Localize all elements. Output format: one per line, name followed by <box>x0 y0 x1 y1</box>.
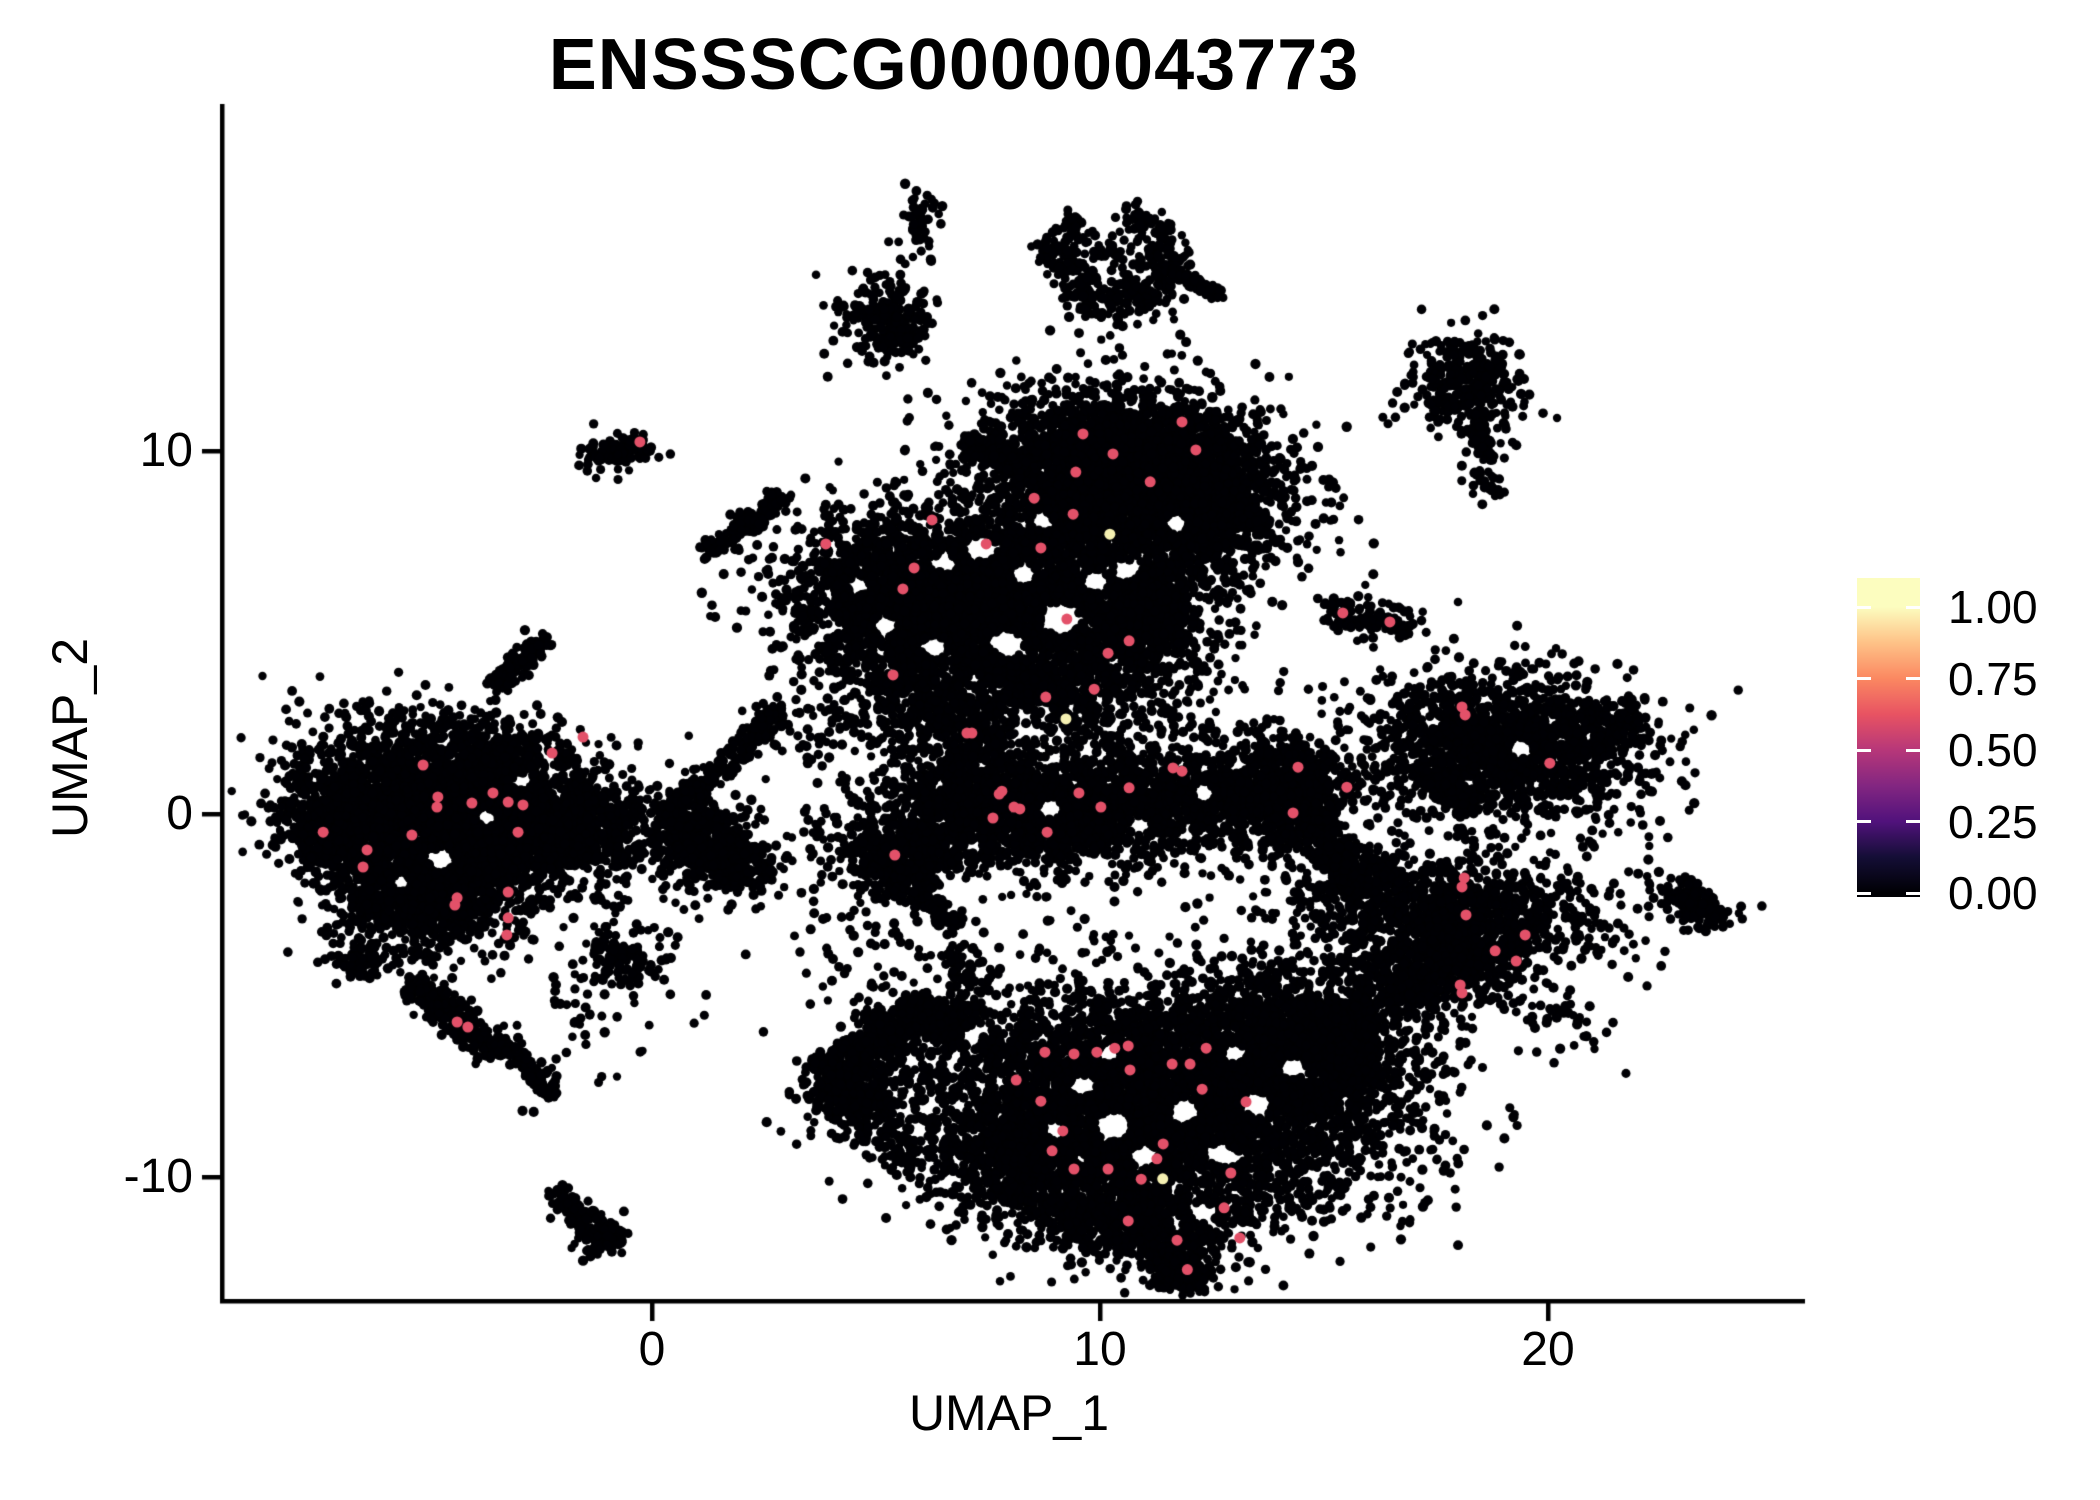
x-tick-label: 10 <box>1073 1323 1127 1376</box>
y-tick-label: 0 <box>166 787 193 840</box>
colorbar-tick <box>1857 748 1871 752</box>
colorbar-tick-label: 0.50 <box>1948 724 2038 776</box>
colorbar-gradient <box>1857 578 1920 897</box>
colorbar-tick <box>1906 748 1920 752</box>
colorbar-tick <box>1906 820 1920 823</box>
colorbar-tick-label: 0.25 <box>1948 795 2038 848</box>
x-tick-label: 20 <box>1521 1323 1575 1376</box>
colorbar-tick <box>1906 677 1920 680</box>
y-tick-label: 10 <box>139 424 193 477</box>
colorbar-tick-label: 0.00 <box>1948 867 2038 919</box>
x-tick-label: 0 <box>638 1323 666 1376</box>
colorbar-tick <box>1857 677 1871 680</box>
plot-title: ENSSSCG00000043773 <box>548 25 1360 105</box>
colorbar-tick-label: 1.00 <box>1948 581 2038 633</box>
x-axis-label: UMAP_1 <box>908 1385 1110 1441</box>
colorbar-tick <box>1906 891 1920 895</box>
colorbar-tick <box>1857 891 1871 895</box>
colorbar-tick <box>1906 605 1920 609</box>
colorbar-tick-label: 0.75 <box>1948 652 2038 705</box>
colorbar-tick <box>1857 820 1871 823</box>
y-tick-label: -10 <box>123 1150 193 1203</box>
colorbar-tick <box>1857 605 1871 609</box>
y-axis-label: UMAP_2 <box>42 637 98 839</box>
